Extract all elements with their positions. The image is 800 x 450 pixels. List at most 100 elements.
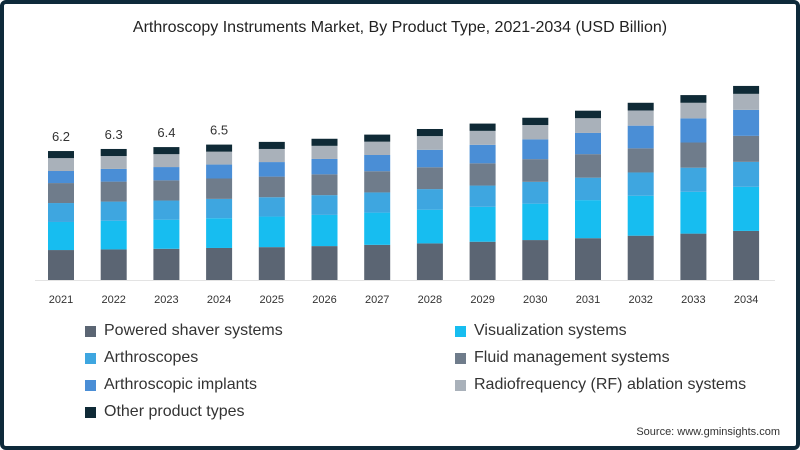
bar-segment-2027-1 [364,212,391,245]
bar-segment-2028-4 [416,149,443,168]
bar-segment-2033-1 [680,191,707,234]
bar-segment-2030-5 [522,125,549,140]
bar-segment-2021-2 [48,203,74,222]
bar-segment-2021-3 [48,183,74,204]
legend-swatch [85,406,96,418]
bar-segment-2034-2 [733,161,760,187]
bar-segment-2034-1 [733,186,760,231]
bar-segment-2033-0 [680,233,707,280]
legend-item: Fluid management systems [455,349,670,367]
bar-segment-2031-2 [575,177,601,201]
bar-segment-2023-2 [153,200,180,220]
legend-label: Radiofrequency (RF) ablation systems [474,376,747,393]
bar-segment-2026-4 [311,158,338,175]
bar-segment-2026-2 [311,195,338,215]
bar-segment-2023-5 [153,154,180,168]
bar-segment-2024-1 [206,218,233,248]
bar-segment-2027-0 [364,244,391,280]
bar-segment-2028-1 [416,209,443,244]
x-tick-label: 2032 [628,294,652,306]
bar-segment-2027-3 [364,171,391,193]
bar-segment-2030-4 [522,139,549,160]
bar-segment-2023-1 [153,219,180,249]
bar-segment-2022-6 [100,148,127,157]
legend-label: Powered shaver systems [104,322,283,339]
bar-segment-2029-3 [469,163,496,186]
bar-segment-2029-2 [469,185,496,207]
bar-segment-2028-0 [416,243,443,280]
bar-segment-2027-5 [364,141,391,155]
bar-segment-2022-1 [100,220,127,250]
x-tick-label: 2023 [154,294,178,306]
bar-segment-2024-3 [206,178,233,199]
bar-segment-2021-5 [48,158,74,172]
bar-segment-2029-4 [469,144,496,164]
x-tick-label: 2026 [312,294,336,306]
bar-segment-2021-1 [48,221,74,251]
legend-swatch [85,325,96,337]
bar-segment-2025-0 [258,247,285,280]
legend-item: Visualization systems [455,322,627,340]
bar-segment-2033-3 [680,142,707,168]
bar-segment-2027-6 [364,134,391,142]
bar-segment-2026-5 [311,145,338,159]
legend-item: Arthroscopic implants [85,376,257,394]
legend-label: Arthroscopes [104,349,199,366]
total-label: 6.3 [105,127,123,142]
bar-segment-2031-1 [575,200,601,239]
bar-segment-2029-6 [469,123,496,131]
bar-segment-2025-5 [258,148,285,163]
total-label: 6.2 [52,129,70,144]
bar-segment-2033-6 [680,95,707,103]
bar-segment-2024-4 [206,164,233,179]
legend-item: Arthroscopes [85,349,198,367]
x-tick-label: 2024 [207,294,231,306]
bar-segment-2024-0 [206,247,233,280]
bar-segment-2022-2 [100,201,127,221]
x-tick-label: 2028 [418,294,442,306]
bar-segment-2033-4 [680,118,707,143]
bar-segment-2030-2 [522,181,549,204]
bar-segment-2027-2 [364,192,391,213]
bar-segment-2025-3 [258,176,285,198]
bar-segment-2021-6 [48,151,74,159]
bar-segment-2025-6 [258,141,285,149]
bar-segment-2026-1 [311,214,338,247]
x-tick-label: 2033 [681,294,705,306]
bar-segment-2022-3 [100,181,127,202]
bar-segment-2029-0 [469,241,496,280]
x-tick-label: 2022 [101,294,125,306]
bar-segment-2021-0 [48,250,74,280]
bar-segment-2026-3 [311,174,338,196]
x-tick-label: 2021 [49,294,73,306]
legend-item: Powered shaver systems [85,322,283,340]
bar-segment-2034-0 [733,230,760,280]
bar-segment-2022-5 [100,156,127,169]
bar-segment-2031-4 [575,132,601,155]
bar-segment-2032-1 [627,195,654,236]
bar-segment-2032-2 [627,172,654,196]
bar-segment-2026-0 [311,246,338,280]
bar-segment-2025-2 [258,197,285,217]
bar-segment-2023-3 [153,180,180,201]
bar-segment-2025-1 [258,216,285,248]
legend-swatch [85,352,96,364]
x-tick-label: 2027 [365,294,389,306]
legend-item: Other product types [85,403,245,421]
legend-label: Fluid management systems [474,349,670,366]
bar-segment-2029-1 [469,206,496,242]
bar-segment-2032-4 [627,125,654,149]
bar-segment-2034-3 [733,135,760,162]
bar-segment-2028-2 [416,189,443,210]
bar-segment-2024-6 [206,144,233,152]
legend-swatch [455,352,466,364]
legend-label: Arthroscopic implants [104,376,257,393]
legend-item: Radiofrequency (RF) ablation systems [455,376,746,394]
bar-segment-2028-5 [416,136,443,150]
bar-segment-2027-4 [364,154,391,172]
bar-segment-2028-3 [416,167,443,190]
x-tick-label: 2031 [576,294,600,306]
bar-segment-2021-4 [48,171,74,184]
